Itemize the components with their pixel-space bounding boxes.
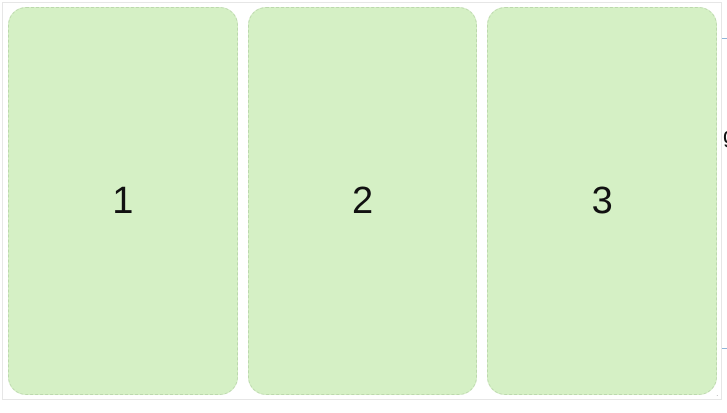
panel-label: 3 <box>591 180 613 222</box>
background-text-fragment: g <box>723 122 727 150</box>
panel-label: 1 <box>112 180 134 222</box>
panel-3[interactable]: 3 <box>487 7 718 395</box>
panel-label: 2 <box>351 180 374 222</box>
flex-container[interactable]: 1 2 3 <box>2 2 722 400</box>
resize-handle-icon[interactable] <box>708 386 718 396</box>
panel-2[interactable]: 2 <box>247 7 478 395</box>
panel-1[interactable]: 1 <box>8 7 238 395</box>
